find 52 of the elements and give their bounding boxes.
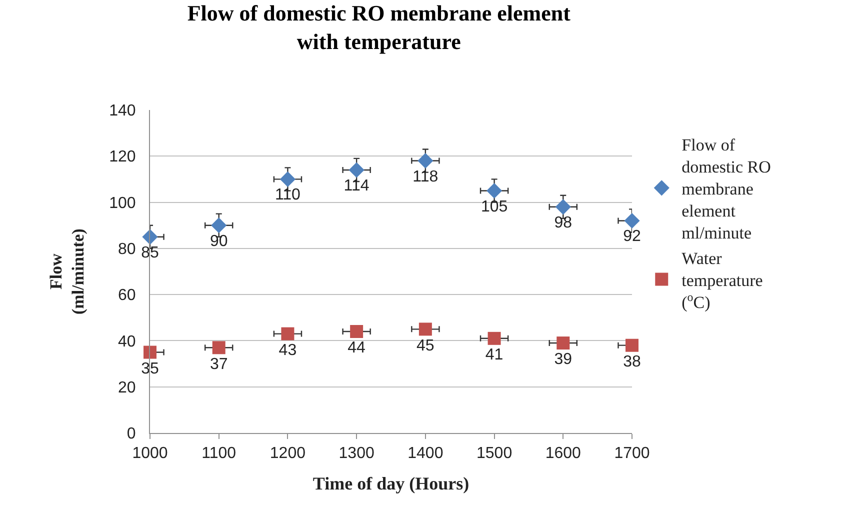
y-tick-label: 60 [118, 287, 136, 304]
y-tick-label: 0 [126, 426, 136, 443]
x-tick-label: 1000 [132, 445, 168, 462]
data-label: 118 [412, 168, 438, 186]
legend-label: Water temperature ($^{o}$C) [682, 248, 763, 312]
point [486, 182, 502, 199]
data-label: 38 [623, 353, 641, 370]
point [350, 324, 364, 338]
data-label: 45 [416, 337, 434, 354]
data-label: 41 [485, 346, 504, 364]
y-tick-label: 120 [109, 148, 136, 166]
x-tick-label: 1400 [408, 445, 444, 462]
data-label: 92 [623, 228, 641, 246]
y-tick-label: 100 [109, 194, 136, 212]
point [418, 152, 434, 169]
data-label: 105 [480, 198, 508, 216]
x-tick-label: 1700 [614, 445, 650, 462]
data-label: 110 [274, 186, 301, 204]
x-tick-label: 1200 [270, 445, 306, 462]
data-label: 85 [141, 244, 159, 262]
data-label: 39 [554, 351, 572, 368]
point [624, 212, 640, 229]
y-tick-label: 140 [109, 102, 136, 120]
point [626, 338, 638, 352]
point [144, 346, 156, 359]
x-tick-label: 1600 [545, 445, 582, 462]
data-label: 35 [141, 360, 159, 378]
point [418, 322, 432, 336]
x-axis-title: Time of day (Hours) [312, 473, 470, 494]
y-tick-label: 40 [118, 333, 136, 350]
point [281, 327, 294, 340]
x-tick-label: 1300 [338, 445, 374, 462]
point [488, 332, 501, 345]
legend-label: Flow of domestic RO membrane element ml/minute [682, 135, 771, 243]
y-axis-title: Flow (ml/minute) [46, 228, 88, 314]
point [280, 171, 296, 188]
point [212, 341, 226, 354]
x-tick-label: 1100 [202, 445, 236, 462]
data-label: 37 [210, 356, 228, 373]
data-label: 114 [344, 177, 370, 194]
chart-title: Flow of domestic RO membrane element with temperature [187, 0, 572, 54]
y-tick-label: 80 [118, 241, 136, 258]
data-label: 90 [210, 232, 228, 250]
point [348, 162, 364, 178]
data-label: 44 [348, 340, 366, 357]
point [555, 199, 571, 215]
x-tick-label: 1500 [476, 445, 512, 462]
data-label: 43 [278, 342, 297, 359]
data-label: 98 [554, 214, 572, 232]
point [556, 336, 570, 350]
point [211, 218, 227, 234]
y-tick-label: 20 [118, 379, 136, 396]
